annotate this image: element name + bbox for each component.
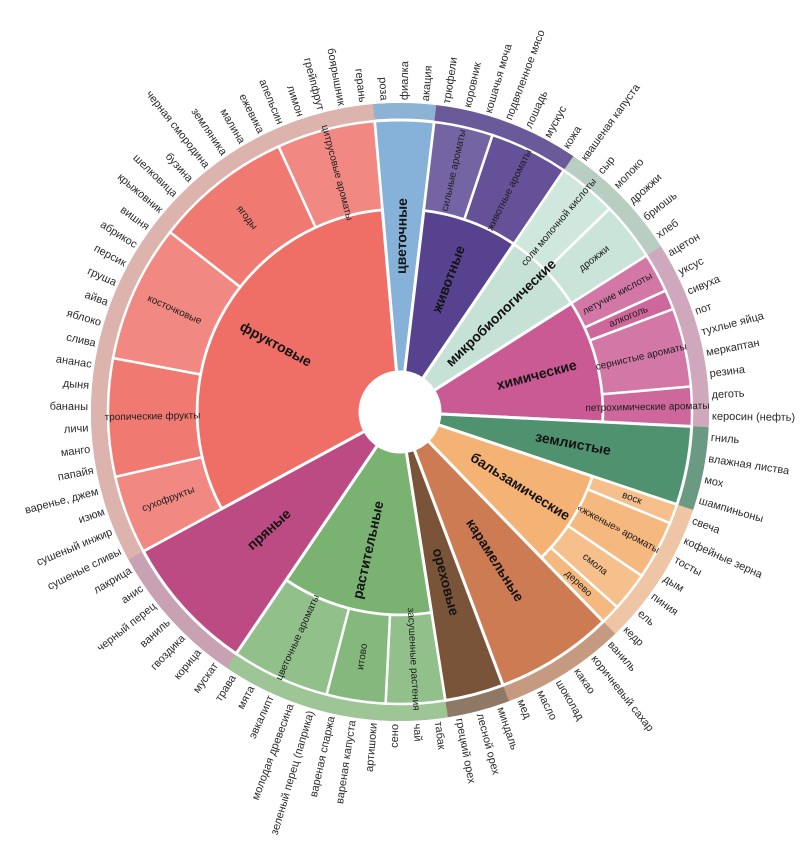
aroma-label: влажная листва bbox=[708, 453, 791, 477]
aroma-label: какао bbox=[571, 666, 597, 696]
aroma-label: папайя bbox=[57, 465, 95, 484]
subcategory-label: итово bbox=[355, 642, 370, 670]
category-rim-segment bbox=[445, 685, 509, 718]
category-rim-segment bbox=[373, 103, 437, 123]
aroma-label: квашеная капуста bbox=[579, 81, 643, 163]
aroma-label: яблоко bbox=[65, 307, 102, 329]
aroma-label: тосты bbox=[672, 554, 704, 579]
aroma-label: личи bbox=[64, 422, 89, 435]
aroma-label: лошадь bbox=[523, 89, 550, 130]
wheel-center-hole bbox=[360, 372, 440, 452]
aroma-label: грецкий орех bbox=[453, 717, 477, 785]
aroma-label: лимон bbox=[284, 84, 306, 118]
aroma-label: герань bbox=[352, 68, 368, 103]
subcategory-label: петрохимические ароматы bbox=[585, 401, 709, 414]
aroma-label: дыня bbox=[62, 378, 89, 392]
category-rim-segment bbox=[90, 104, 375, 560]
aroma-label: мята bbox=[235, 683, 258, 711]
category-rim-segment bbox=[676, 426, 709, 510]
aroma-label: бананы bbox=[50, 401, 89, 414]
aroma-label: гниль bbox=[710, 432, 740, 446]
aroma-label: персик bbox=[92, 242, 128, 269]
aroma-label: масло bbox=[534, 688, 559, 722]
aroma-label: деготь bbox=[711, 388, 745, 402]
category-rim-segment bbox=[603, 504, 694, 634]
aroma-label: мох bbox=[703, 474, 725, 490]
aroma-label: груша bbox=[86, 265, 119, 289]
aroma-label: боярышник bbox=[324, 47, 347, 107]
category-rim-segment bbox=[502, 621, 616, 702]
aroma-label: мускус bbox=[542, 104, 569, 140]
aroma-label: сено bbox=[389, 724, 401, 748]
aroma-label: табак bbox=[432, 721, 447, 750]
aroma-label: тухлые яйца bbox=[700, 310, 766, 338]
aroma-label: пиния bbox=[649, 591, 681, 619]
category-rim-segment bbox=[646, 246, 709, 428]
aroma-label: артишоки bbox=[364, 722, 380, 772]
aroma-label: манго bbox=[60, 444, 91, 460]
aroma-label: уксус bbox=[676, 255, 706, 278]
aroma-label: мускат bbox=[191, 661, 221, 696]
aroma-label: ананас bbox=[55, 353, 93, 370]
aroma-label: анис bbox=[119, 583, 146, 607]
aroma-label: кедр bbox=[621, 624, 646, 649]
aroma-label: грейпфрут bbox=[301, 57, 326, 112]
aroma-label: хлеб bbox=[654, 217, 681, 241]
aroma-label: ель bbox=[635, 608, 657, 629]
aroma-label: сивуха bbox=[686, 273, 723, 298]
category-3: летучие кислотыацетонуксусалкогольсивуха… bbox=[431, 231, 795, 428]
aroma-label: миндаль bbox=[494, 706, 520, 752]
category-rim-segment bbox=[563, 156, 661, 256]
aroma-label: трюфели bbox=[441, 56, 460, 104]
aroma-label: роза bbox=[376, 77, 389, 102]
aroma-label: фиалка bbox=[399, 60, 412, 100]
category-rim-segment bbox=[128, 551, 237, 668]
aroma-label: резина bbox=[709, 364, 746, 380]
aroma-label: лесной орех bbox=[474, 712, 502, 776]
aroma-label: пот bbox=[694, 301, 714, 318]
aroma-label: вареная капуста bbox=[334, 719, 359, 805]
category-label: цветочные bbox=[393, 198, 410, 274]
aroma-label: трава bbox=[213, 672, 239, 704]
aroma-label: керосин (нефть) bbox=[712, 411, 795, 424]
aroma-label: меркаптан bbox=[705, 337, 760, 359]
aroma-label: коровник bbox=[462, 61, 484, 109]
aroma-label: айва bbox=[83, 289, 111, 309]
aroma-label: сыр bbox=[596, 154, 618, 177]
subcategory-label: засушенные растения bbox=[405, 607, 421, 710]
aroma-label: свеча bbox=[690, 515, 722, 537]
aroma-label: чай bbox=[411, 723, 424, 742]
aroma-label: мед bbox=[514, 698, 533, 721]
aroma-label: дым bbox=[661, 573, 686, 595]
aroma-label: вишня bbox=[118, 204, 152, 233]
aroma-label: кожа bbox=[561, 123, 585, 151]
aroma-label: изюм bbox=[77, 506, 106, 526]
aroma-label: акация bbox=[420, 65, 435, 102]
subcategory-label: тропические фрукты bbox=[105, 409, 201, 423]
aroma-label: слива bbox=[65, 331, 98, 349]
subcategory-sector bbox=[276, 119, 384, 230]
aroma-label: ацетон bbox=[666, 231, 702, 259]
